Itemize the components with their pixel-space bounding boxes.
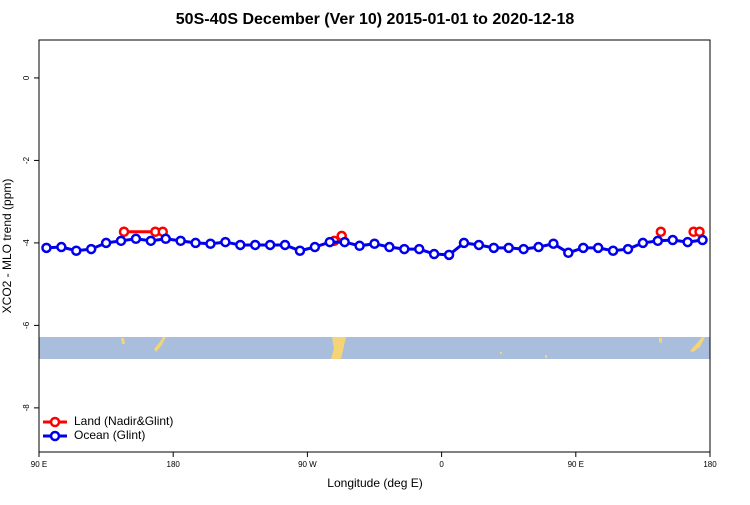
point [118,226,130,238]
point [503,242,514,254]
point [85,243,97,255]
point [697,234,708,246]
point [443,249,455,261]
x-tick-label: 90 E [568,460,584,469]
point [294,245,306,256]
legend-swatch [49,416,61,428]
map-band [39,337,710,359]
point [607,245,619,256]
y-tick-label: -4 [22,239,31,247]
point [655,226,667,238]
point [324,236,336,248]
x-tick-label: 180 [167,460,181,469]
x-axis-label: Longitude (deg E) [327,476,422,490]
point [235,239,246,251]
point [175,235,186,247]
point [578,242,589,254]
point [220,236,231,248]
point [369,238,380,249]
point [682,236,693,248]
x-tick-label: 180 [703,460,717,469]
point [592,242,604,254]
point [533,241,544,253]
point [100,237,112,249]
x-tick-label: 90 E [31,460,47,469]
point [309,241,321,253]
point [652,235,664,247]
chart-title: 50S-40S December (Ver 10) 2015-01-01 to … [176,11,575,28]
point [264,239,276,251]
point [160,233,171,245]
point [488,242,500,254]
point [667,234,678,246]
point [622,243,634,255]
point [637,237,649,249]
point [279,239,291,251]
point [71,245,82,256]
point [249,239,261,251]
legend-label: Land (Nadir&Glint) [74,414,173,428]
y-tick-label: -6 [22,321,31,329]
legend-label: Ocean (Glint) [74,428,145,442]
point [548,238,559,249]
point [115,235,127,247]
point [413,243,425,255]
point [339,236,350,248]
x-tick-label: 90 W [298,460,317,469]
legend-swatch [49,430,61,442]
point [41,242,52,254]
point [399,243,410,255]
y-tick-label: -2 [22,156,31,164]
point [694,226,705,238]
point [384,241,395,253]
point [563,247,574,259]
point [205,238,216,249]
point [56,241,67,253]
point [130,233,142,245]
plot-frame [38,39,711,453]
point [458,237,470,249]
point [190,237,201,249]
point [473,239,485,251]
point [354,240,365,252]
y-tick-label: -8 [22,404,31,412]
point [428,248,440,260]
x-tick-label: 0 [439,460,444,469]
y-axis-label: XCO2 - MLO trend (ppm) [0,179,14,314]
y-tick-label: 0 [22,75,31,80]
point [518,243,529,255]
point [145,235,157,247]
